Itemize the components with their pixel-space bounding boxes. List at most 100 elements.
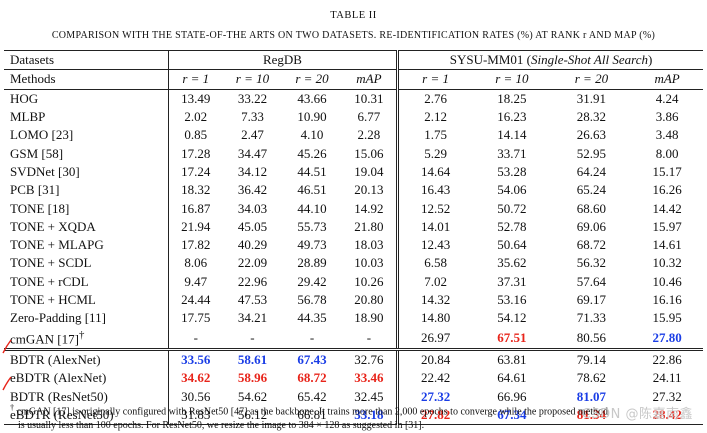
table-cell: 37.31: [497, 273, 527, 289]
table-row: cmGAN [17]† - - - -26.97 67.51 80.56 27.80: [4, 327, 703, 351]
table-cell: 45.05: [237, 218, 268, 234]
dataset-sysu: SYSU-MM01 (Single-Shot All Search): [396, 49, 703, 71]
checkmark-icon: [2, 339, 12, 354]
table-cell: 26.63: [576, 127, 607, 143]
table-cell: 34.21: [237, 310, 268, 326]
table-cell: 22.09: [237, 255, 268, 271]
dagger-mark: †: [78, 329, 85, 342]
table-cell: 54.06: [497, 182, 527, 198]
method-name: eBDTR (AlexNet): [10, 370, 107, 386]
column-header: r = 20: [551, 69, 632, 90]
table-row: Zero-Padding [11] 17.75 34.21 44.35 18.90 14.…: [4, 309, 703, 328]
table-cell: 29.42: [297, 273, 327, 289]
table-cell: 2.02: [167, 107, 223, 127]
table-cell: 16.16: [652, 292, 682, 307]
table-row: BDTR (ResNet50) 30.56 54.62 65.42 32.45 27.32…: [4, 387, 703, 406]
method-name: TONE + MLAPG: [10, 237, 104, 253]
table-cell: 56.78: [297, 292, 327, 307]
method-name: GSM [58]: [10, 145, 64, 161]
table-cell: 8.00: [655, 145, 679, 161]
datasets-label: Datasets: [4, 49, 169, 71]
table-cell: 9.47: [167, 272, 223, 291]
table-cell: 7.02: [396, 272, 473, 291]
table-cell: 71.33: [576, 310, 607, 326]
table-row: TONE + SCDL 8.06 22.09 28.89 10.03 6.58 35.62 5…: [4, 254, 703, 273]
footnote: † cmGAN [17] is originally configured wi…: [10, 401, 700, 433]
table-cell: 67.34: [472, 405, 552, 425]
table-cell: 14.32: [396, 290, 473, 310]
table-cell: 20.80: [354, 292, 384, 307]
table-cell: 34.47: [237, 145, 268, 161]
table-cell: 45.26: [297, 145, 327, 161]
dataset-sysu-name: SYSU-MM01 (: [449, 52, 531, 68]
table-cell: 27.32: [652, 388, 682, 404]
table-cell: 34.12: [237, 163, 268, 179]
table-cell: 64.61: [497, 370, 527, 386]
table-cell: 67.43: [297, 351, 327, 367]
method-name: TONE + rCDL: [10, 273, 89, 289]
table-cell: 40.29: [237, 237, 268, 253]
table-cell: 8.06: [167, 254, 223, 273]
table-cell: 6.58: [396, 254, 473, 273]
table-cell: 21.94: [167, 217, 223, 236]
table-cell: 65.42: [297, 388, 327, 404]
checkmark-icon: [2, 376, 12, 391]
table-cell: 52.78: [497, 218, 527, 234]
table-row: eBDTR (ResNet50) 31.83 56.12 66.81 33.18 27.8…: [4, 405, 703, 425]
table-number: TABLE II: [330, 10, 377, 21]
table-cell: 31.91: [576, 90, 607, 106]
table-cell: 54.62: [237, 388, 268, 404]
table-cell: 68.72: [297, 370, 327, 386]
table-cell: 1.75: [396, 126, 473, 145]
table-cell: 79.14: [576, 351, 607, 367]
table-cell: 44.10: [297, 200, 327, 216]
table-row: TONE + HCML 24.44 47.53 56.78 20.80 14.32 53.1…: [4, 290, 703, 310]
table-row: LOMO [23] 0.85 2.47 4.10 2.28 1.75 14.14 26.63 3…: [4, 126, 703, 145]
table-cell: 66.81: [282, 405, 342, 425]
table-cell: 53.16: [497, 292, 527, 307]
table-cell: 33.18: [341, 405, 398, 425]
table-cell: 10.90: [297, 109, 327, 125]
table-cell: 34.62: [167, 369, 223, 388]
dataset-header-row: Datasets RegDB SYSU-MM01 (Single-Shot Al…: [4, 49, 703, 71]
table-cell: 50.72: [497, 200, 527, 216]
table-row: MLBP 2.02 7.33 10.90 6.77 2.12 16.23 28.32 3.86: [4, 107, 703, 127]
table-cell: 46.51: [297, 182, 327, 198]
watermark: CSDN @陈嘉南鑫: [581, 407, 693, 422]
table-cell: 12.43: [396, 235, 473, 255]
table-cell: 64.24: [576, 163, 607, 179]
table-cell: 18.90: [354, 310, 384, 326]
table-cell: 43.66: [297, 90, 327, 106]
table-cell: 15.06: [354, 145, 384, 161]
table-cell: 2.76: [396, 89, 473, 108]
table-row: TONE + XQDA 21.94 45.05 55.73 21.80 14.01 52.7…: [4, 217, 703, 236]
table-caption: COMPARISON WITH THE STATE-OF-THE ARTS ON…: [51, 30, 656, 41]
table-cell: 33.56: [167, 349, 223, 370]
table-cell: 24.44: [167, 290, 223, 310]
table-cell: 10.32: [652, 255, 682, 271]
table-cell: 27.32: [396, 387, 473, 406]
table-cell: 6.77: [357, 109, 381, 125]
table-cell: 17.75: [167, 309, 223, 328]
table-cell: 20.13: [354, 182, 384, 198]
table-row: TONE + MLAPG 17.82 40.29 49.73 18.03 12.43 50.…: [4, 235, 703, 255]
table-cell: 28.42: [631, 405, 703, 425]
table-row: SVDNet [30] 17.24 34.12 44.51 19.04 14.64 53.2…: [4, 162, 703, 182]
table-cell: 56.32: [576, 255, 607, 271]
table-cell: 54.12: [497, 310, 527, 326]
comparison-table: Datasets RegDB SYSU-MM01 (Single-Shot Al…: [4, 49, 703, 425]
column-header: r = 1: [167, 69, 223, 90]
table-cell: 69.06: [576, 218, 607, 234]
table-cell: -: [167, 327, 223, 351]
table-cell: 66.96: [497, 388, 527, 404]
table-cell: 58.96: [237, 370, 268, 386]
table-cell: 20.84: [396, 349, 473, 370]
table-cell: 14.61: [652, 237, 682, 253]
method-name: MLBP: [10, 109, 46, 125]
table-cell: 18.32: [167, 181, 223, 200]
table-cell: -: [222, 327, 283, 351]
table-cell: 33.71: [497, 145, 527, 161]
table-cell: 14.64: [396, 162, 473, 182]
table-cell: 14.01: [396, 217, 473, 236]
